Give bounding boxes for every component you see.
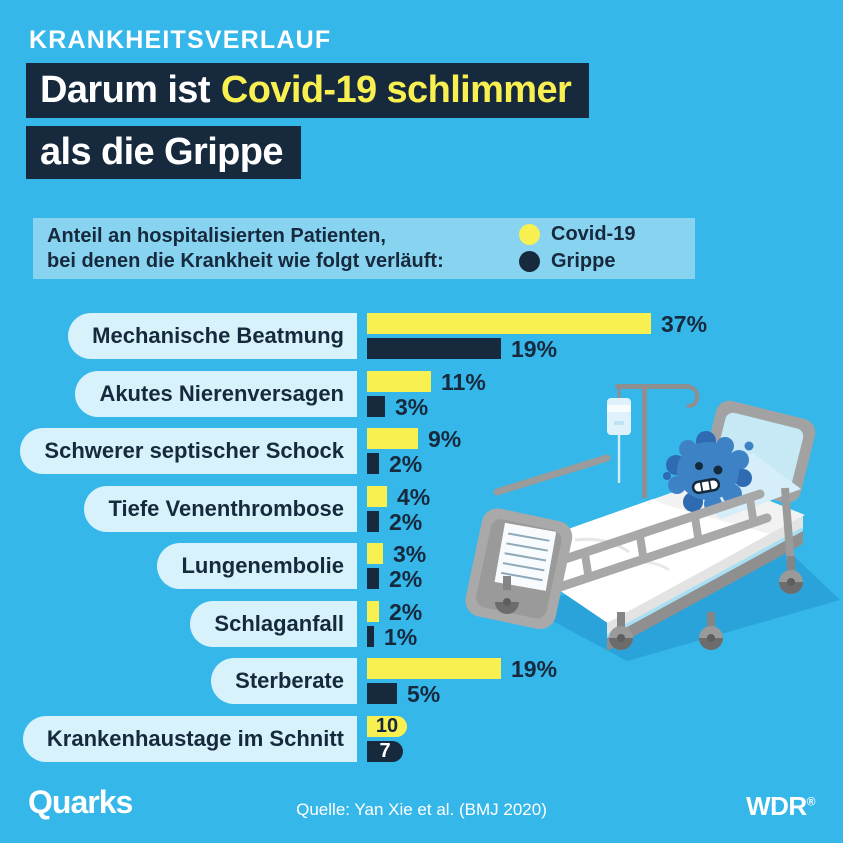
grippe-bar [367,568,379,589]
chart-row: Mechanische Beatmung 37% 19% [0,311,843,362]
category-label-pill: Akutes Nierenversagen [75,371,357,417]
category-label: Mechanische Beatmung [92,323,344,348]
category-label: Schwerer septischer Schock [44,438,344,463]
covid-value-label: 9% [428,426,462,452]
source-credit: Quelle: Yan Xie et al. (BMJ 2020) [296,800,547,819]
chart-row: Akutes Nierenversagen 11% 3% [0,369,843,420]
covid-bar [367,371,431,392]
grippe-bar [367,453,379,474]
category-label-pill: Sterberate [211,658,357,704]
title-highlight-part: Covid-19 schlimmer [220,69,572,111]
covid-value-label: 3% [393,541,427,567]
towel [494,522,557,591]
hospital-bed-illustration [465,384,840,661]
category-label: Sterberate [235,668,344,693]
covid-value-label: 19% [511,656,558,682]
covid-value-label: 37% [661,311,708,337]
chart-row: Schlaganfall 2% 1% [0,599,843,650]
chart-row: Lungenembolie 3% 2% [0,541,843,592]
chart-row: Sterberate 19% 5% [0,656,843,707]
title-white-part: als die Grippe [40,131,284,173]
covid-bar [367,428,418,449]
covid-bar [367,543,383,564]
title-line-2: als die Grippe [26,126,301,179]
grippe-value-label: 2% [389,451,423,477]
intro-legend-panel: Anteil an hospitalisierten Patienten, be… [33,218,695,279]
registered-mark: ® [806,794,816,809]
chart-description: Anteil an hospitalisierten Patienten, be… [47,224,444,274]
category-label-pill: Lungenembolie [157,543,357,589]
covid-value-label: 2% [389,599,423,625]
category-label: Akutes Nierenversagen [99,381,344,406]
grippe-bar [367,338,501,359]
chart-row: Krankenhaustage im Schnitt 10 7 [0,716,843,762]
covid-bar [367,601,379,622]
category-label: Schlaganfall [214,611,344,636]
wdr-logo: WDR® [746,791,816,821]
category-label-pill: Schlaganfall [190,601,357,647]
grippe-value-label: 2% [389,566,423,592]
chart-row: Schwerer septischer Schock 9% 2% [0,426,843,477]
quarks-logo: Quarks [28,784,133,820]
covid-bar: 10 [367,716,407,737]
caster-wheels [495,556,803,650]
category-label-pill: Mechanische Beatmung [68,313,357,359]
covid-bar [367,658,501,679]
category-label-pill: Tiefe Venenthrombose [84,486,357,532]
grippe-value-label: 2% [389,509,423,535]
category-label-pill: Krankenhaustage im Schnitt [22,716,357,762]
grippe-value-label: 19% [511,336,558,362]
category-label: Lungenembolie [181,553,344,578]
grippe-bar [367,396,385,417]
legend-label: Covid-19 [551,223,636,245]
category-label: Krankenhaustage im Schnitt [46,726,344,751]
legend-item-covid: Covid-19 [519,224,635,245]
covid-value-label: 11% [441,369,486,395]
grippe-bar [367,511,379,532]
title-line-1: Darum ist Covid-19 schlimmer [26,63,590,118]
virus-icon [663,431,754,513]
grippe-value-label: 7 [379,740,391,762]
grippe-legend-dot-icon [519,251,540,272]
category-label: Tiefe Venenthrombose [108,496,344,521]
grippe-value-label: 5% [407,681,441,707]
covid-value-label: 4% [397,484,431,510]
covid-value-label: 10 [375,715,399,737]
footboard [465,508,573,630]
category-label-pill: Schwerer septischer Schock [20,428,357,474]
chart-row: Tiefe Venenthrombose 4% 2% [0,484,843,535]
grippe-bar [367,683,397,704]
title-white-part: Darum ist [40,69,210,111]
covid-bar [367,486,387,507]
grippe-value-label: 3% [395,394,429,420]
grippe-bar: 7 [367,741,403,762]
eyebrow-kicker: KRANKHEITSVERLAUF [29,26,332,54]
covid-bar [367,313,651,334]
grippe-value-label: 1% [384,624,418,650]
description-line-2: bei denen die Krankheit wie folgt verläu… [47,250,444,272]
description-line-1: Anteil an hospitalisierten Patienten, [47,225,386,247]
legend-item-grippe: Grippe [519,251,615,272]
legend-label: Grippe [551,250,616,272]
grippe-bar [367,626,374,647]
covid-legend-dot-icon [519,224,540,245]
iv-stand-icon [607,384,700,498]
